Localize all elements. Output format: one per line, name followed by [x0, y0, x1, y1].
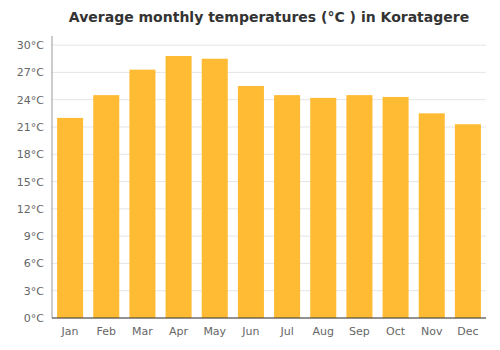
y-tick-label: 18°C [17, 148, 44, 161]
x-tick-label: Jun [241, 325, 259, 338]
x-tick-label: Jul [279, 325, 293, 338]
x-tick-label: Nov [421, 325, 443, 338]
x-tick-label: Mar [132, 325, 153, 338]
grid-line [52, 45, 486, 46]
y-tick-label: 30°C [17, 39, 44, 52]
x-axis-labels: Jan Feb Mar Apr May Jun Jul Aug Sep Oct Nov Dec [61, 325, 479, 338]
x-tick-label: Jan [61, 325, 79, 338]
y-tick-label: 27°C [17, 66, 44, 79]
grid-line [52, 318, 486, 319]
grid [52, 45, 486, 318]
bars [57, 56, 481, 318]
bar [419, 113, 445, 318]
x-tick-label: Apr [169, 325, 189, 338]
x-tick-label: Oct [386, 325, 406, 338]
bar [129, 70, 155, 318]
y-axis-line [52, 36, 53, 318]
bar [383, 97, 409, 318]
y-axis-labels: 0°C 3°C 6°C 9°C 12°C 15°C 18°C 21°C 24°C 27°C 30°C [17, 39, 44, 325]
bar [274, 95, 300, 318]
x-tick-label: Aug [313, 325, 334, 338]
y-tick-label: 9°C [24, 230, 44, 243]
x-tick-label: Feb [97, 325, 116, 338]
y-tick-label: 0°C [24, 312, 44, 325]
x-axis-line [52, 318, 486, 319]
y-tick-label: 3°C [24, 285, 44, 298]
bar [166, 56, 192, 318]
chart: Average monthly temperatures (°C ) in Ko… [0, 0, 500, 350]
y-tick-label: 12°C [17, 203, 44, 216]
bar [346, 95, 372, 318]
x-tick-label: Sep [349, 325, 370, 338]
y-tick-label: 6°C [24, 257, 44, 270]
bar [310, 98, 336, 318]
x-tick-label: May [203, 325, 226, 338]
y-tick-label: 24°C [17, 94, 44, 107]
y-tick-label: 21°C [17, 121, 44, 134]
chart-title: Average monthly temperatures (°C ) in Ko… [69, 9, 469, 25]
bar [57, 118, 83, 318]
bar [202, 59, 228, 318]
bar [93, 95, 119, 318]
x-tick-label: Dec [457, 325, 478, 338]
grid-line [52, 72, 486, 73]
bar [238, 86, 264, 318]
y-tick-label: 15°C [17, 176, 44, 189]
bar [455, 124, 481, 318]
